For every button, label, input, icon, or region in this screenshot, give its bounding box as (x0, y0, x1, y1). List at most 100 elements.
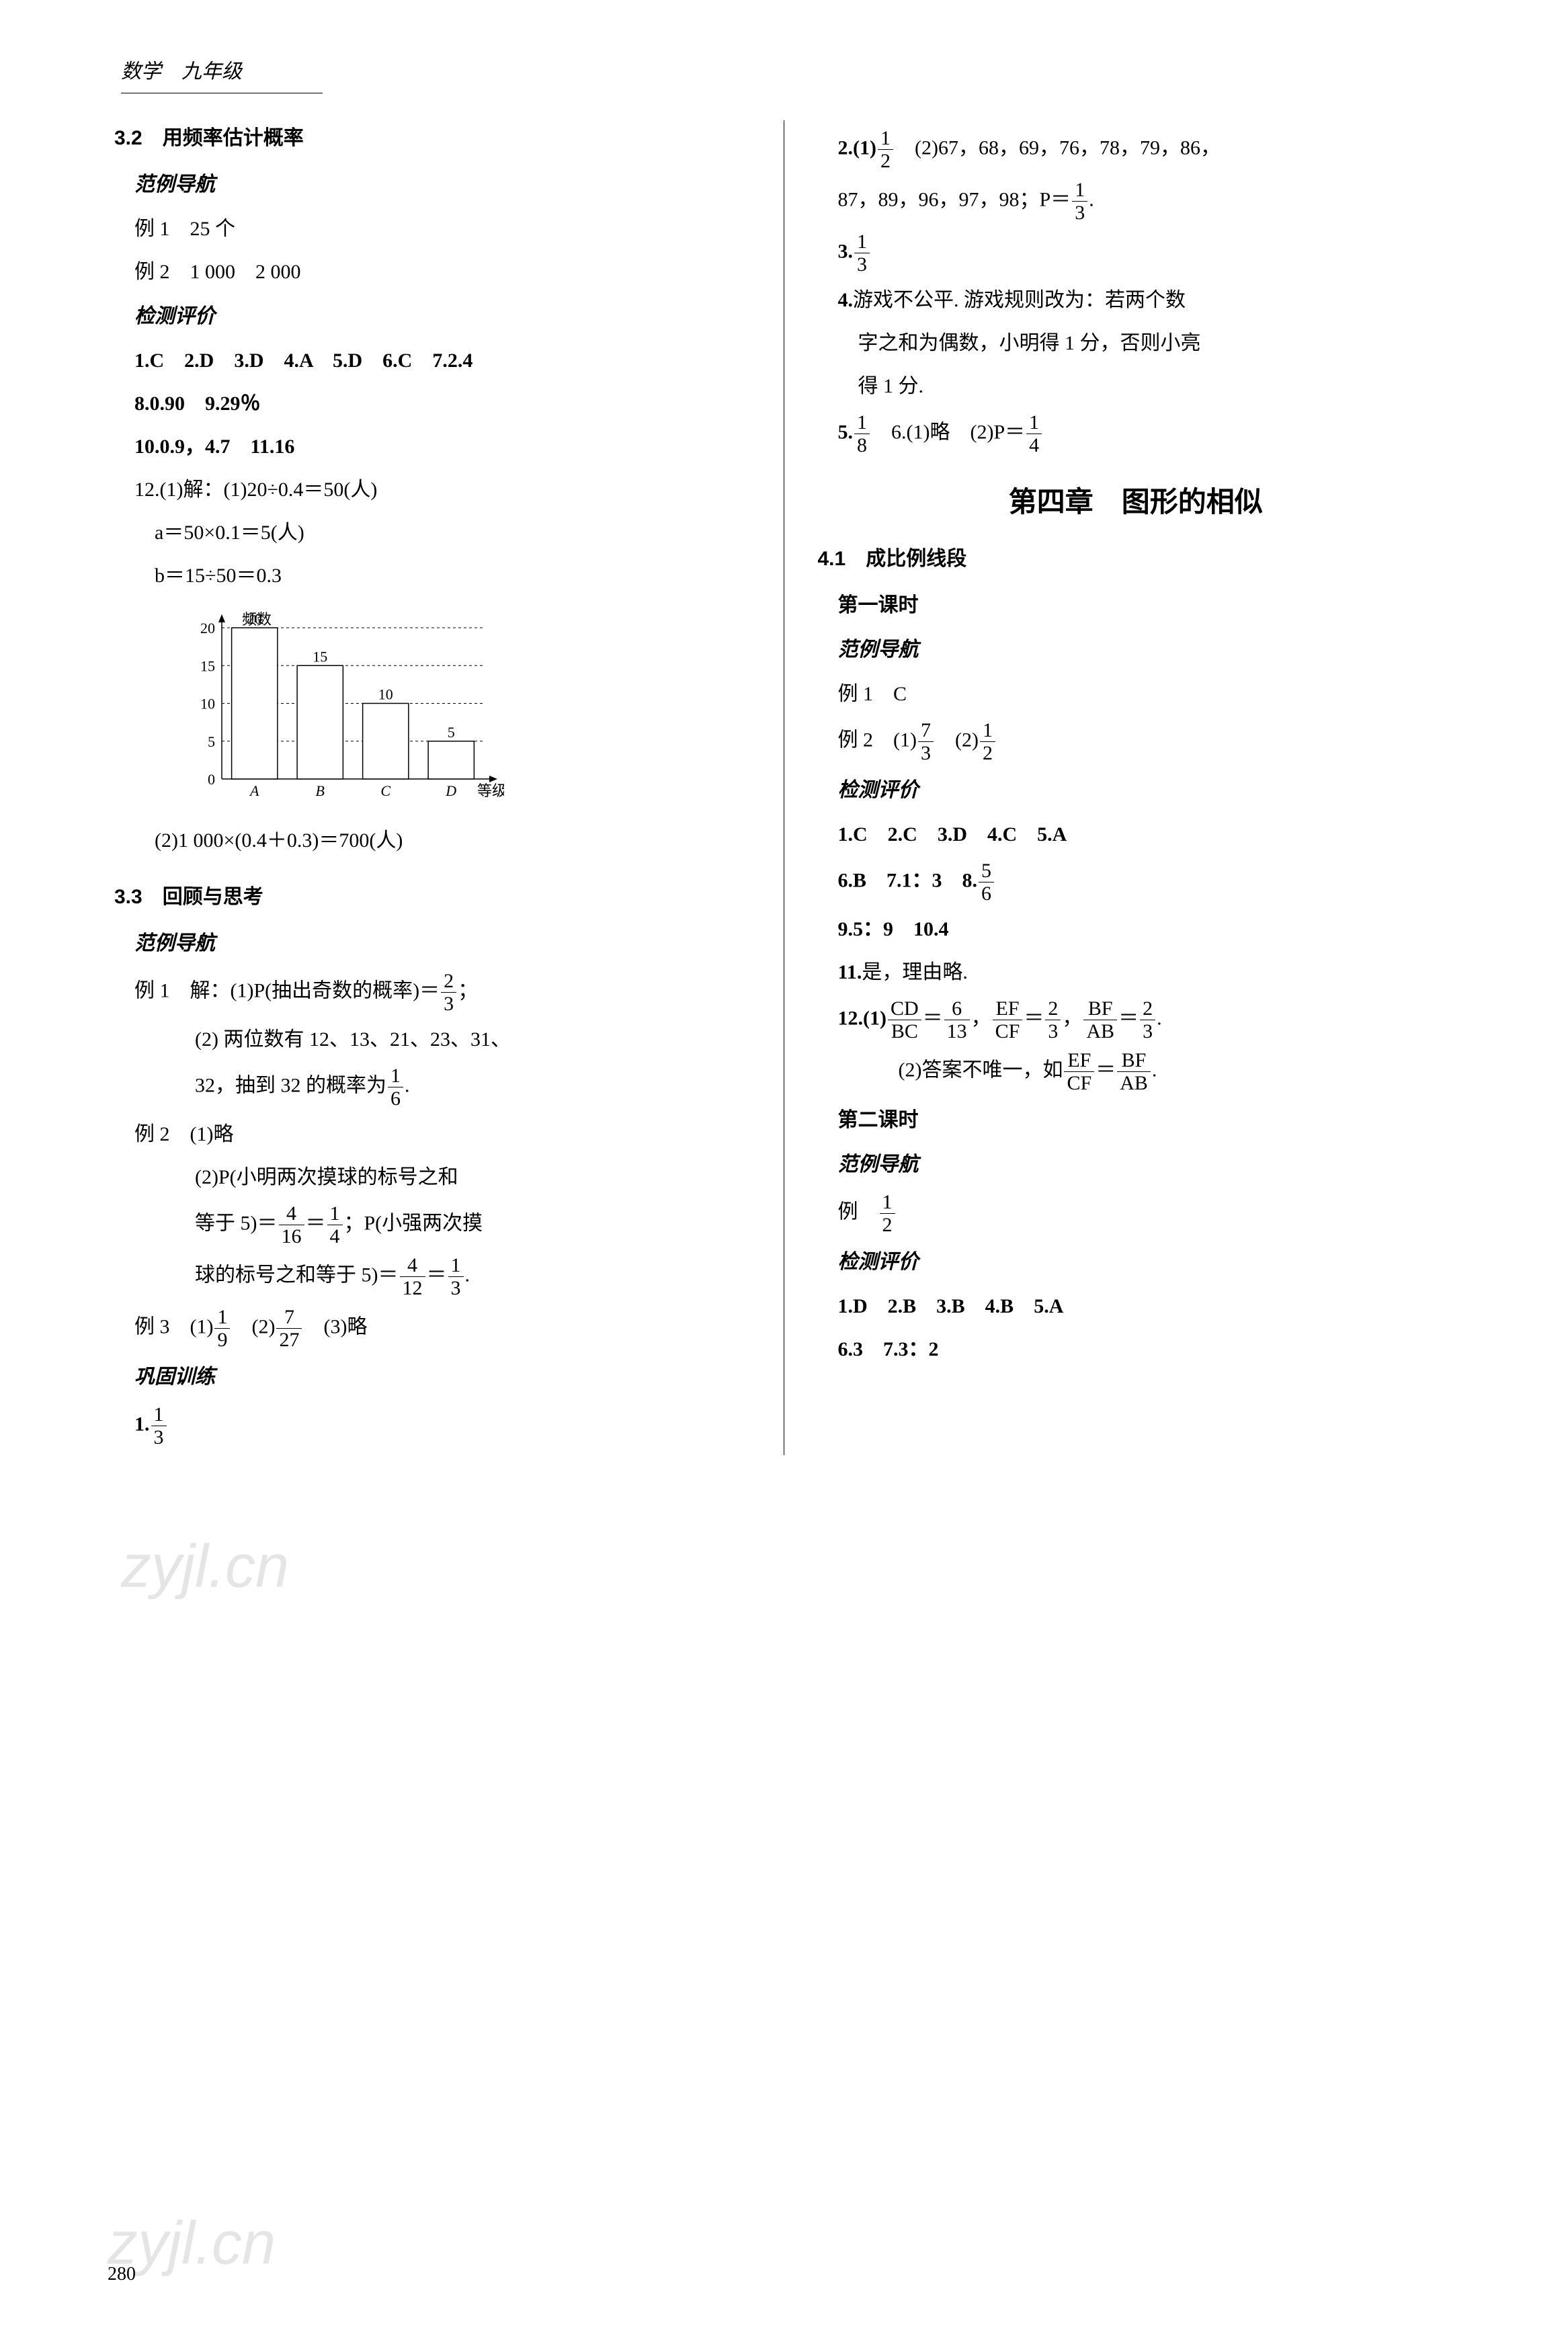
svg-text:10: 10 (200, 696, 215, 712)
svg-text:等级: 等级 (477, 782, 504, 799)
ex2-41: 例 2 (1)73 (2)12 (838, 719, 1454, 764)
answers-line-3: 10.0.9，4.7 11.16 (134, 429, 757, 465)
q12-c: b＝15÷50＝0.3 (155, 558, 757, 594)
r-q3: 3.13 (838, 231, 1454, 276)
fraction: 23 (1045, 997, 1061, 1042)
r-q2-line2: 87，89，96，97，98；P＝13. (838, 179, 1454, 224)
ans-l2-2: 6.3 7.3：2 (838, 1331, 1454, 1368)
svg-text:频数: 频数 (242, 611, 272, 628)
ans-41-l2: 6.B 7.1：3 8.56 (838, 860, 1454, 905)
svg-text:A: A (249, 782, 259, 799)
fraction: 12 (980, 719, 995, 764)
ex1-33: 例 1 解：(1)P(抽出奇数的概率)＝23； (134, 970, 757, 1015)
section-name: 成比例线段 (866, 548, 966, 570)
fanli-head: 范例导航 (134, 167, 757, 203)
example-2: 例 2 1 000 2 000 (134, 254, 757, 290)
ex2-2a: (2)P(小明两次摸球的标号之和 (195, 1159, 757, 1196)
r-q4-3: 得 1 分. (858, 368, 1454, 405)
example-1: 例 1 25 个 (134, 211, 757, 247)
ans-41-l1: 1.C 2.C 3.D 4.C 5.A (838, 817, 1454, 853)
page-number: 280 (108, 2258, 136, 2291)
ex2-2b: 等于 5)＝416＝14；P(小强两次摸 (195, 1202, 757, 1247)
section-4-1-title: 4.1 成比例线段 (818, 541, 1454, 577)
fraction: 23 (1140, 997, 1155, 1042)
two-column-layout: 3.2 用频率估计概率 范例导航 例 1 25 个 例 2 1 000 2 00… (94, 120, 1474, 1455)
right-column: 2.(1)12 (2)67，68，69，76，78，79，86， 87，89，9… (784, 120, 1475, 1455)
ex1-33-2: (2) 两位数有 12、13、21、23、31、 (195, 1022, 757, 1058)
page-header: 数学 九年级 (121, 54, 323, 93)
fraction: 412 (400, 1254, 425, 1299)
q12-a: 12.(1)解：(1)20÷0.4＝50(人) (134, 472, 757, 508)
fraction: 727 (276, 1306, 302, 1351)
svg-text:15: 15 (200, 657, 215, 674)
fraction: 56 (979, 860, 994, 905)
gonggu-1: 1.13 (134, 1403, 757, 1448)
chapter-4-title: 第四章 图形的相似 (818, 477, 1454, 528)
fraction: 16 (388, 1065, 403, 1110)
lesson1-head: 第一课时 (838, 587, 1454, 624)
q12-b: a＝50×0.1＝5(人) (155, 515, 757, 551)
ex2-1: 例 2 (1)略 (134, 1116, 757, 1153)
r-q4-1: 4.4.游戏不公平. 游戏规则改为：若两个数游戏不公平. 游戏规则改为：若两个数 (838, 282, 1454, 319)
fraction: 13 (448, 1254, 464, 1299)
r-q5-6: 5.18 6.(1)略 (2)P＝14 (838, 411, 1454, 456)
fanli-head-41: 范例导航 (838, 632, 1454, 668)
section-num: 4.1 (818, 548, 846, 570)
ex-l2: 例 12 (838, 1191, 1454, 1236)
fraction: 12 (878, 127, 893, 172)
r-q4-2: 字之和为偶数，小明得 1 分，否则小亮 (858, 325, 1454, 362)
jiance2-head: 检测评价 (838, 1244, 1454, 1280)
ex1-41: 例 1 C (838, 676, 1454, 712)
svg-text:0: 0 (208, 771, 215, 788)
fraction: 19 (214, 1306, 230, 1351)
fraction: 13 (151, 1403, 167, 1448)
jiance-head-41: 检测评价 (838, 772, 1454, 809)
fanli2-head: 范例导航 (838, 1147, 1454, 1183)
fraction: 14 (327, 1202, 343, 1247)
q12-d: (2)1 000×(0.4＋0.3)＝700(人) (155, 823, 757, 859)
section-name: 回顾与思考 (163, 886, 263, 908)
answers-line-2: 8.0.90 9.29％ (134, 386, 757, 422)
bar-chart: 0510152020A15B10C5D频数等级 (181, 608, 757, 809)
r-q2: 2.(1)12 (2)67，68，69，76，78，79，86， (838, 127, 1454, 172)
fraction: 73 (918, 719, 934, 764)
fraction: 14 (1026, 411, 1042, 456)
q12-41: 12.(1)CDBC＝613，EFCF＝23，BFAB＝23. (838, 997, 1454, 1042)
fraction: 416 (279, 1202, 304, 1247)
ans-41-l3: 9.5：9 10.4 (838, 911, 1454, 948)
fraction: 13 (854, 231, 870, 276)
fraction: EFCF (993, 997, 1023, 1042)
ex3: 例 3 (1)19 (2)727 (3)略 (134, 1306, 757, 1351)
fraction: BFAB (1117, 1049, 1151, 1094)
svg-text:C: C (380, 782, 390, 799)
ex2-2c: 球的标号之和等于 5)＝412＝13. (195, 1254, 757, 1299)
watermark-1: zyjl.cn (121, 1512, 289, 1621)
svg-text:10: 10 (378, 686, 393, 703)
svg-text:5: 5 (448, 724, 455, 741)
left-column: 3.2 用频率估计概率 范例导航 例 1 25 个 例 2 1 000 2 00… (94, 120, 784, 1455)
svg-text:20: 20 (200, 620, 215, 636)
fraction: 18 (854, 411, 870, 456)
section-3-2-title: 3.2 用频率估计概率 (114, 120, 757, 157)
fraction: 613 (944, 997, 970, 1042)
ex1-33-3: 32，抽到 32 的概率为16. (195, 1065, 757, 1110)
lesson2-head: 第二课时 (838, 1102, 1454, 1139)
ans-l2-1: 1.D 2.B 3.B 4.B 5.A (838, 1288, 1454, 1325)
svg-text:B: B (316, 782, 325, 799)
fraction: 23 (441, 970, 456, 1015)
chart-svg: 0510152020A15B10C5D频数等级 (181, 608, 504, 809)
svg-text:15: 15 (313, 648, 327, 665)
ans-41-l4: 11.是，理由略. (838, 954, 1454, 991)
section-name: 用频率估计概率 (163, 127, 304, 149)
fraction: CDBC (888, 997, 921, 1042)
fanli-head-33: 范例导航 (134, 925, 757, 962)
gonggu-head: 巩固训练 (134, 1359, 757, 1395)
fraction: 12 (880, 1191, 895, 1236)
fraction: 13 (1072, 179, 1087, 224)
section-3-3-title: 3.3 回顾与思考 (114, 879, 757, 915)
fraction: EFCF (1064, 1049, 1094, 1094)
fraction: BFAB (1083, 997, 1117, 1042)
jiance-head: 检测评价 (134, 298, 757, 335)
section-num: 3.2 (114, 127, 142, 149)
answers-line-1: 1.C 2.D 3.D 4.A 5.D 6.C 7.2.4 (134, 343, 757, 379)
